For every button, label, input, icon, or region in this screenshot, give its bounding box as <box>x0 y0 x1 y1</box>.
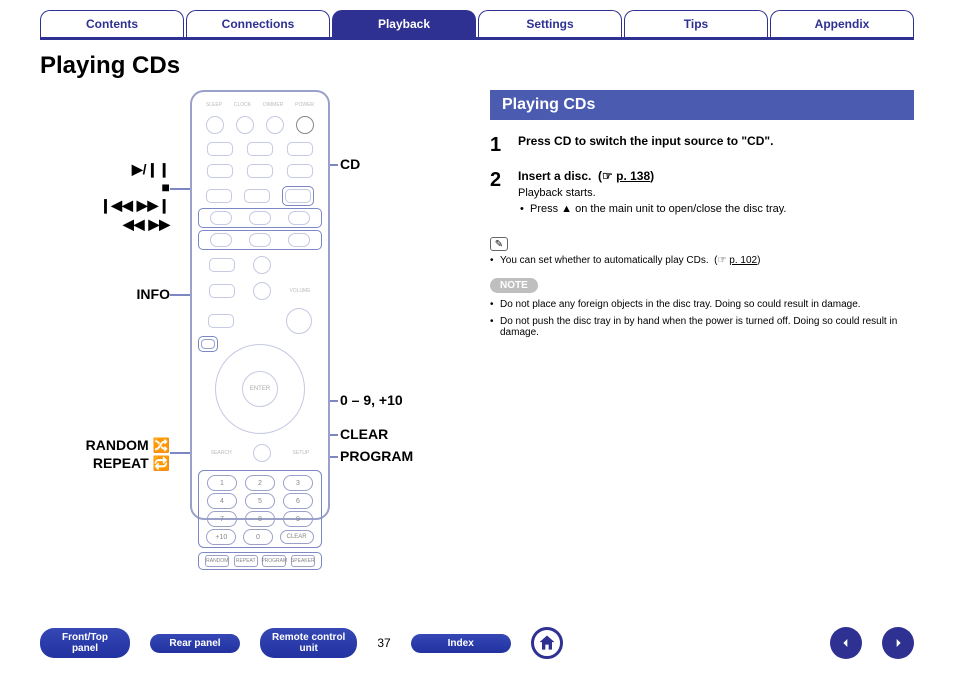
label-info: INFO <box>40 286 170 302</box>
page-title: Playing CDs <box>40 52 914 80</box>
tab-underline <box>40 37 914 40</box>
step-number: 2 <box>490 169 506 217</box>
instructions: Playing CDs 1 Press CD to switch the inp… <box>470 90 914 530</box>
link-p102[interactable]: p. 102 <box>729 255 757 266</box>
label-cd: CD <box>340 156 360 172</box>
note-badge: NOTE <box>490 278 538 293</box>
label-program: PROGRAM <box>340 448 413 464</box>
step-2: 2 Insert a disc. (☞ p. 138) Playback sta… <box>490 169 914 217</box>
footer-rear-panel[interactable]: Rear panel <box>150 634 240 653</box>
tip-text: You can set whether to automatically pla… <box>490 255 914 266</box>
label-prev-next: ❙◀◀ ▶▶❙ <box>100 197 170 213</box>
step-2-bullet: Press ▲ on the main unit to open/close t… <box>518 203 914 215</box>
label-rew-ffwd: ◀◀ ▶▶ <box>123 216 170 232</box>
page-number: 37 <box>377 636 390 650</box>
note-2: Do not push the disc tray in by hand whe… <box>490 316 914 338</box>
tab-playback[interactable]: Playback <box>332 10 476 37</box>
tab-appendix[interactable]: Appendix <box>770 10 914 37</box>
remote-control-icon: SLEEPCLOCKDIMMERPOWER VOLUME <box>190 90 330 520</box>
home-icon[interactable] <box>531 627 563 659</box>
next-page-icon[interactable] <box>882 627 914 659</box>
pencil-icon: ✎ <box>490 237 508 251</box>
label-random: RANDOM 🔀 <box>86 437 170 453</box>
footer-front-top-panel[interactable]: Front/Toppanel <box>40 628 130 658</box>
tab-tips[interactable]: Tips <box>624 10 768 37</box>
step-2-sub: Playback starts. <box>518 187 914 199</box>
label-stop: ■ <box>162 179 170 195</box>
step-number: 1 <box>490 134 506 157</box>
note-1: Do not place any foreign objects in the … <box>490 299 914 310</box>
footer: Front/Toppanel Rear panel Remote control… <box>0 627 954 659</box>
tab-settings[interactable]: Settings <box>478 10 622 37</box>
footer-remote-control-unit[interactable]: Remote controlunit <box>260 628 357 658</box>
tab-contents[interactable]: Contents <box>40 10 184 37</box>
prev-page-icon[interactable] <box>830 627 862 659</box>
step-2-title: Insert a disc. (☞ p. 138) <box>518 169 914 183</box>
section-header: Playing CDs <box>490 90 914 120</box>
label-numbers: 0 – 9, +10 <box>340 392 403 408</box>
step-1-title: Press CD to switch the input source to "… <box>518 134 914 148</box>
step-1: 1 Press CD to switch the input source to… <box>490 134 914 157</box>
label-play-pause: ▶/❙❙ <box>132 161 170 177</box>
link-p138[interactable]: p. 138 <box>616 169 650 183</box>
label-repeat: REPEAT 🔁 <box>93 455 170 471</box>
footer-index[interactable]: Index <box>411 634 511 653</box>
remote-diagram: ▶/❙❙ ■ ❙◀◀ ▶▶❙ ◀◀ ▶▶ INFO RANDOM 🔀 REPEA… <box>40 90 470 530</box>
label-clear: CLEAR <box>340 426 388 442</box>
top-tabs: Contents Connections Playback Settings T… <box>0 0 954 37</box>
tab-connections[interactable]: Connections <box>186 10 330 37</box>
